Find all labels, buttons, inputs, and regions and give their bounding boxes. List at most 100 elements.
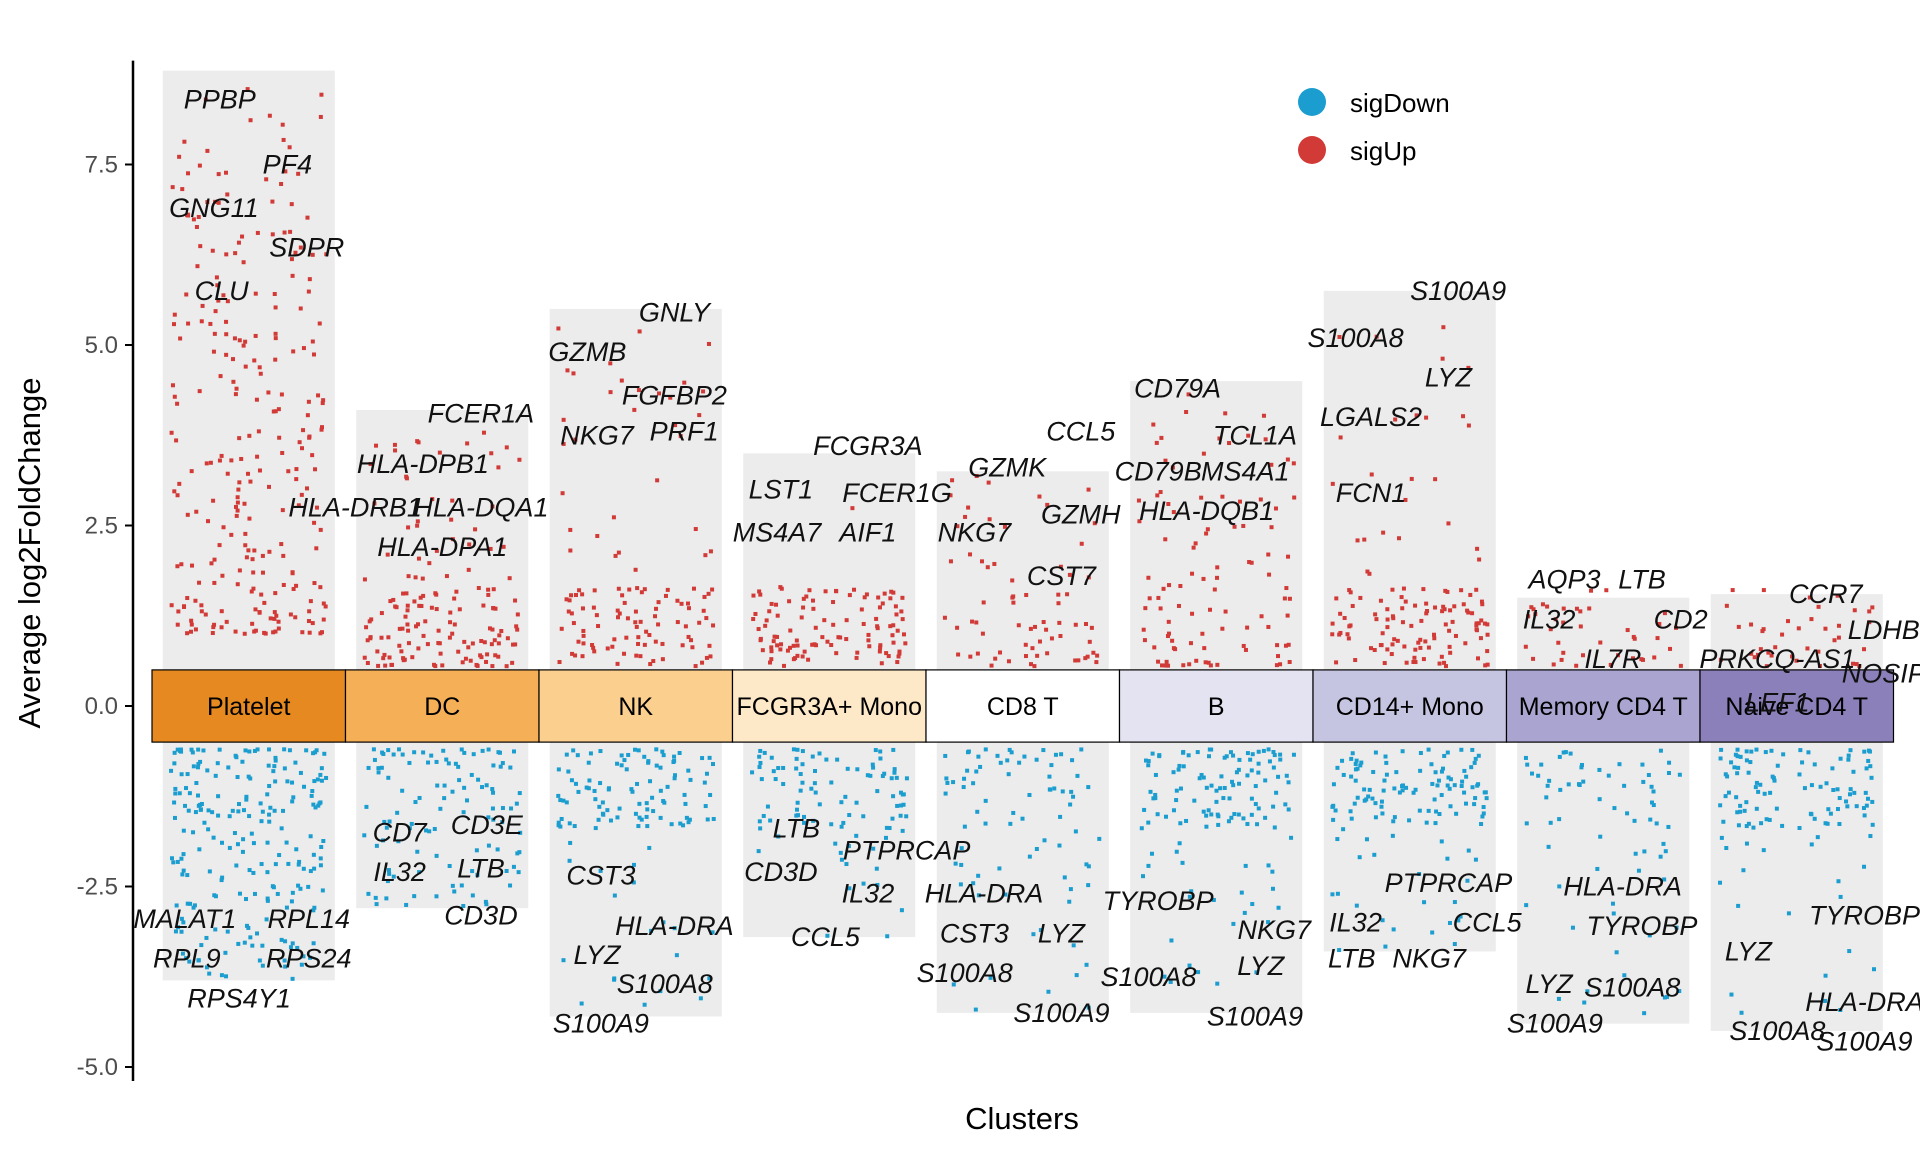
sig-up-point (410, 655, 415, 660)
sig-down-point (486, 815, 491, 820)
sig-down-point (426, 760, 431, 765)
sig-up-point (425, 642, 430, 647)
sig-up-point (1355, 538, 1360, 543)
sig-down-point (1086, 883, 1091, 888)
sig-up-point (1390, 614, 1395, 619)
sig-up-point (1147, 596, 1152, 601)
sig-down-point (1863, 790, 1868, 795)
sig-up-point (272, 292, 277, 296)
gene-label-naive-cd4-t-lef1: LEF1 (1745, 687, 1810, 717)
sig-up-point (219, 625, 224, 630)
sig-up-point (1330, 632, 1335, 637)
sig-up-point (1385, 647, 1390, 652)
sig-up-point (279, 542, 284, 547)
gene-label-memory-cd4-t-il32: IL32 (1523, 604, 1576, 634)
sig-down-point (1397, 790, 1402, 795)
sig-up-point (1442, 607, 1447, 612)
sig-up-point (1160, 663, 1165, 668)
sig-down-point (612, 893, 617, 898)
sig-down-point (898, 790, 903, 795)
sig-up-point (296, 171, 301, 176)
sig-up-point (1466, 365, 1471, 370)
sig-up-point (1166, 663, 1171, 668)
sig-down-point (1862, 864, 1867, 869)
sig-up-point (569, 611, 574, 616)
sig-up-point (706, 591, 711, 596)
sig-up-point (1485, 632, 1490, 637)
sig-up-point (838, 635, 843, 640)
sig-down-point (313, 805, 318, 810)
sig-up-point (252, 358, 257, 363)
sig-down-point (470, 893, 475, 898)
sig-down-point (1391, 927, 1396, 932)
gene-label-memory-cd4-t-lyz: LYZ (1526, 969, 1575, 999)
sig-down-point (681, 823, 686, 828)
gene-label-nk-fgfbp2: FGFBP2 (622, 381, 727, 411)
sig-up-point (237, 480, 242, 485)
sig-down-point (219, 840, 224, 845)
sig-down-point (575, 753, 580, 758)
sig-up-point (466, 645, 471, 650)
sig-up-point (590, 643, 595, 648)
sig-down-point (450, 789, 455, 794)
sig-down-point (366, 891, 371, 896)
sig-down-point (1236, 812, 1241, 817)
sig-up-point (221, 293, 226, 298)
sig-up-point (1485, 622, 1490, 627)
sig-up-point (497, 633, 502, 638)
sig-up-point (170, 383, 175, 388)
sig-down-point (704, 771, 709, 776)
sig-up-point (254, 397, 259, 402)
sig-up-point (1045, 502, 1050, 507)
sig-down-point (630, 789, 635, 794)
sig-down-point (279, 937, 284, 942)
sig-up-point (711, 623, 716, 628)
sig-down-point (196, 761, 201, 766)
sig-down-point (304, 748, 309, 753)
sig-down-point (1719, 747, 1724, 752)
sig-down-point (1435, 783, 1440, 788)
sig-down-point (1809, 842, 1814, 847)
sig-up-point (467, 542, 472, 547)
sig-down-point (201, 748, 206, 753)
sig-up-point (185, 212, 190, 217)
sig-down-point (362, 833, 367, 838)
sig-up-point (763, 623, 768, 628)
sig-down-point (1524, 903, 1529, 908)
sig-down-point (762, 750, 767, 755)
sig-up-point (1485, 662, 1490, 667)
sig-down-point (181, 920, 186, 925)
sig-up-point (394, 605, 399, 610)
sig-down-point (615, 761, 620, 766)
sig-up-point (1095, 653, 1100, 658)
sig-up-point (1461, 602, 1466, 607)
sig-down-point (497, 750, 502, 755)
sig-down-point (386, 748, 391, 753)
sig-up-point (1395, 638, 1400, 643)
sig-down-point (1380, 918, 1385, 923)
sig-up-point (1156, 659, 1161, 664)
sig-down-point (244, 794, 249, 799)
gene-label-memory-cd4-t-cd2: CD2 (1654, 604, 1708, 634)
sig-down-point (904, 814, 909, 819)
sig-up-point (1002, 524, 1007, 529)
sig-up-point (1862, 647, 1867, 652)
sig-up-point (432, 662, 437, 667)
sig-down-point (642, 1002, 647, 1007)
sig-up-point (406, 628, 411, 633)
sig-up-point (948, 559, 953, 564)
sig-down-point (1557, 884, 1562, 889)
sig-down-point (710, 762, 715, 767)
sig-up-point (291, 349, 296, 354)
sig-up-point (217, 543, 222, 548)
sig-up-point (301, 346, 306, 351)
sig-up-point (259, 592, 264, 597)
sig-down-point (500, 761, 505, 766)
sig-down-point (417, 870, 422, 875)
sig-up-point (368, 635, 373, 640)
sig-down-point (658, 765, 663, 770)
sig-down-point (504, 868, 509, 873)
sig-down-point (1561, 750, 1566, 755)
sig-down-point (282, 766, 287, 771)
sig-up-point (1178, 583, 1183, 588)
